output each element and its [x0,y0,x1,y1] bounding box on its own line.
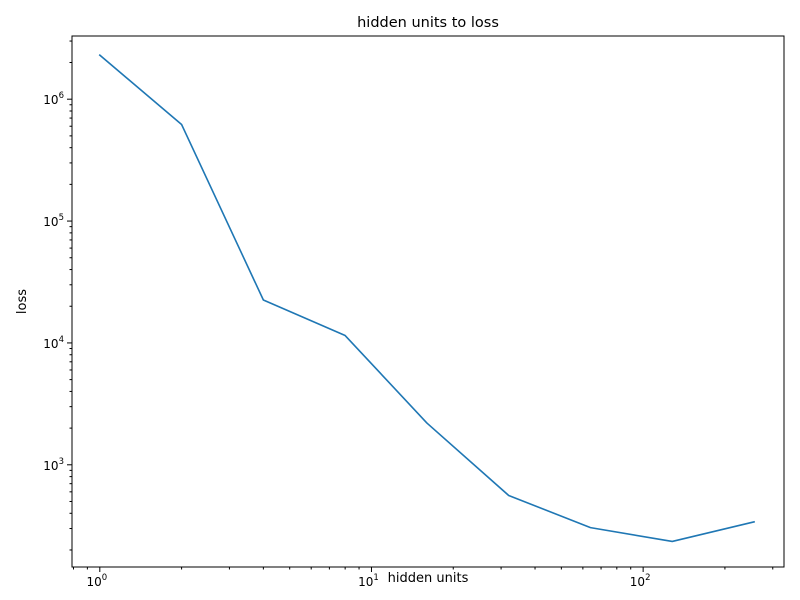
plot-frame [71,35,785,568]
x-tick-exponent: 2 [645,573,650,583]
x-tick-exponent: 1 [373,573,378,583]
x-tick-label: 102 [630,573,651,589]
y-tick-base: 10 [43,337,58,351]
y-tick-base: 10 [43,215,58,229]
y-tick-base: 10 [43,93,58,107]
x-axis-label: hidden units [388,571,469,586]
y-tick-label: 106 [43,91,64,107]
x-tick-base: 10 [86,575,101,589]
y-tick-label: 105 [43,213,64,229]
plot-area [98,53,756,543]
y-tick-exponent: 5 [59,213,64,223]
y-tick-exponent: 6 [59,91,64,101]
x-tick-label: 101 [358,573,379,589]
y-tick-exponent: 4 [59,335,64,345]
y-tick-exponent: 3 [59,457,64,467]
x-tick-label: 100 [86,573,107,589]
y-tick-label: 103 [43,457,64,473]
x-tick-exponent: 0 [102,573,107,583]
x-tick-base: 10 [358,575,373,589]
chart-title: hidden units to loss [357,15,499,31]
x-axis: 100 101 102 [72,567,774,589]
x-tick-base: 10 [630,575,645,589]
series-line [98,53,756,543]
y-axis-label: loss [15,289,30,314]
y-tick-label: 104 [43,335,64,351]
y-tick-base: 10 [43,459,58,473]
